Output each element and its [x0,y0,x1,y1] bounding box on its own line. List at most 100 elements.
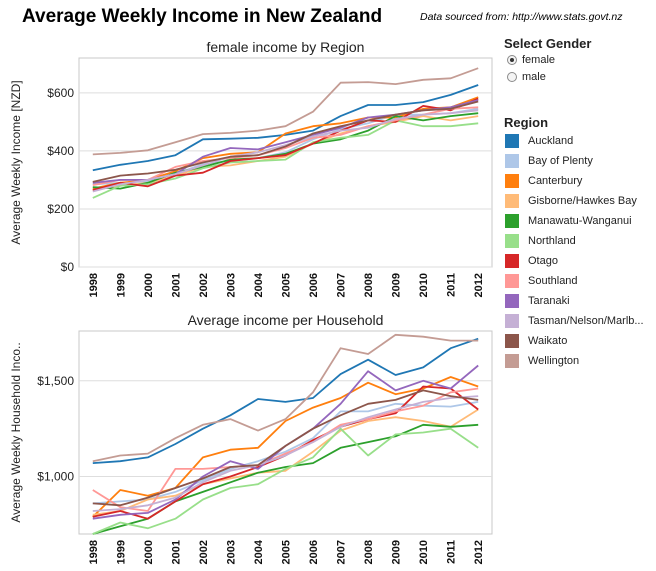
legend-label: Southland [528,275,578,287]
gender-option-label: male [522,71,546,83]
source-note: Data sourced from: http://www.stats.govt… [420,11,623,23]
x-tick-label: 2002 [198,540,210,564]
legend-label: Manawatu-Wanganui [528,215,632,227]
series-line-auckland [92,84,479,172]
series-line-gisborne-hawkes-bay [92,115,479,191]
legend-item-canterbury[interactable]: Canterbury [505,172,582,190]
gender-option-label: female [522,54,556,66]
series-line-northland [92,427,479,535]
x-tick-label: 2000 [143,273,155,297]
chart-title: Average income per Household [188,312,384,328]
plot-area [78,330,493,535]
x-tick-label: 2012 [473,273,485,297]
legend-label: Wellington [528,355,580,367]
gender-option-male[interactable]: male [507,69,546,85]
legend-item-waikato[interactable]: Waikato [505,332,567,350]
series-line-waikato [92,100,479,183]
x-tick-label: 1998 [88,540,100,564]
page-title: Average Weekly Income in New Zealand [22,6,383,27]
color-swatch [505,234,519,248]
legend-item-northland[interactable]: Northland [505,232,576,250]
y-tick-label: $400 [47,144,74,158]
legend-label: Auckland [528,135,574,147]
series-line-canterbury [92,376,479,518]
x-tick-label: 2004 [253,272,265,297]
gender-filter-title: Select Gender [504,36,592,51]
x-tick-label: 2010 [418,273,430,297]
legend-item-otago[interactable]: Otago [505,252,558,270]
color-swatch [505,334,519,348]
legend-item-bay-of-plenty[interactable]: Bay of Plenty [505,152,593,170]
x-tick-label: 2001 [170,273,182,297]
x-tick-label: 2010 [418,540,430,564]
x-tick-label: 2006 [308,540,320,564]
series-line-waikato [92,389,479,507]
x-tick-label: 2000 [143,540,155,564]
legend-item-taranaki[interactable]: Taranaki [505,292,570,310]
x-tick-label: 2005 [281,273,293,297]
legend-item-manawatu-wanganui[interactable]: Manawatu-Wanganui [505,212,632,230]
x-tick-label: 2011 [446,273,458,297]
color-swatch [505,134,519,148]
x-tick-label: 2001 [170,540,182,564]
x-tick-label: 2005 [281,540,293,564]
y-axis-title: Average Weekly Income [NZD] [9,80,23,244]
x-tick-label: 2012 [473,540,485,564]
color-swatch [505,214,519,228]
y-tick-label: $1,000 [37,470,74,484]
series-line-wellington [92,333,479,463]
x-tick-label: 2009 [391,540,403,564]
color-swatch [505,354,519,368]
y-axis-title: Average Weekly Household Inco.. [9,342,23,522]
x-tick-label: 2003 [225,273,237,297]
series-line-southland [92,387,479,512]
color-swatch [505,174,519,188]
legend-item-southland[interactable]: Southland [505,272,578,290]
x-tick-label: 2011 [446,540,458,564]
radio-male-icon[interactable] [507,72,517,82]
region-legend-title: Region [504,115,549,130]
x-tick-label: 1998 [88,273,100,297]
color-swatch [505,294,519,308]
x-tick-label: 1999 [115,273,127,297]
color-swatch [505,274,519,288]
series-line-auckland [92,337,479,464]
legend-item-auckland[interactable]: Auckland [505,132,573,150]
legend-label: Gisborne/Hawkes Bay [528,195,637,207]
x-tick-label: 2004 [253,539,265,564]
legend-label: Taranaki [528,295,570,307]
x-tick-label: 2003 [225,540,237,564]
gender-option-female[interactable]: female [507,52,555,68]
x-tick-label: 2007 [336,273,348,297]
legend-item-gisborne-hawkes-bay[interactable]: Gisborne/Hawkes Bay [505,192,637,210]
y-tick-label: $600 [47,86,74,100]
y-tick-label: $1,500 [37,374,74,388]
x-tick-label: 2008 [363,540,375,564]
x-tick-label: 2007 [336,540,348,564]
legend-label: Tasman/Nelson/Marlb... [528,315,644,327]
legend-item-tasman-nelson-marlborough[interactable]: Tasman/Nelson/Marlb... [505,312,644,330]
legend-label: Waikato [528,335,568,347]
series-line-wellington [92,67,479,156]
y-tick-label: $200 [47,202,74,216]
color-swatch [505,254,519,268]
color-swatch [505,194,519,208]
x-tick-label: 2006 [308,273,320,297]
y-tick-label: $0 [61,260,75,274]
legend-item-wellington[interactable]: Wellington [505,352,579,370]
radio-female-icon[interactable] [507,55,517,65]
x-tick-label: 2008 [363,273,375,297]
legend-label: Bay of Plenty [528,155,593,167]
color-swatch [505,314,519,328]
x-tick-label: 1999 [115,540,127,564]
x-tick-label: 2009 [391,273,403,297]
chart-title: female income by Region [207,39,365,55]
x-tick-label: 2002 [198,273,210,297]
legend-label: Otago [528,255,558,267]
female-income-chart: female income by Region Average Weekly In… [9,39,493,297]
legend-label: Canterbury [528,175,583,187]
legend-label: Northland [528,235,576,247]
series-line-manawatu-wanganui [92,112,479,190]
